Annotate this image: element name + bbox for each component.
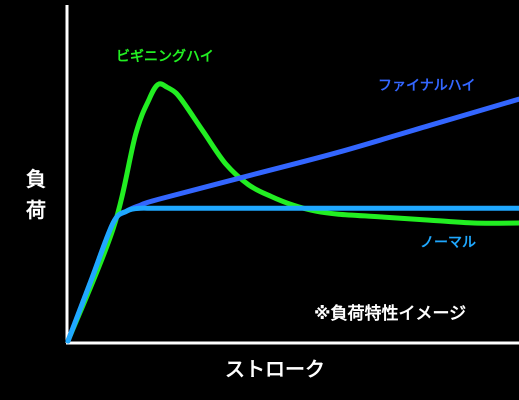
x-axis-label: ストローク xyxy=(225,357,325,381)
series-line-normal xyxy=(65,205,519,344)
y-axis-label-line1: 負 xyxy=(26,167,46,191)
series-line-beginning-high xyxy=(65,81,519,344)
chart-note: ※負荷特性イメージ xyxy=(314,303,466,324)
y-axis-label-line2: 荷 xyxy=(26,198,46,222)
series-label-final-high: ファイナルハイ xyxy=(378,78,475,94)
series-label-normal: ノーマル xyxy=(420,235,476,251)
series-label-beginning-high: ビギニングハイ xyxy=(116,48,214,65)
series-layer xyxy=(65,81,519,344)
